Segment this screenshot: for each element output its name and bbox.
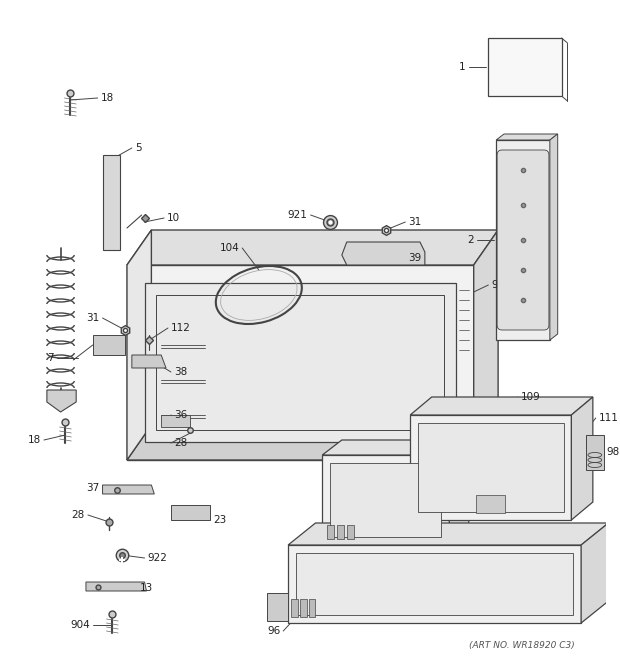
Text: 18: 18 xyxy=(100,93,114,103)
Text: 18: 18 xyxy=(28,435,41,445)
Polygon shape xyxy=(127,265,474,460)
Bar xyxy=(496,140,550,340)
Polygon shape xyxy=(342,242,425,265)
Polygon shape xyxy=(496,134,558,140)
Text: 10: 10 xyxy=(167,213,180,223)
Polygon shape xyxy=(474,230,498,460)
Bar xyxy=(476,495,505,513)
Text: 112: 112 xyxy=(171,323,191,333)
Bar xyxy=(489,38,562,96)
Text: 31: 31 xyxy=(86,313,100,323)
Polygon shape xyxy=(572,397,593,520)
Polygon shape xyxy=(322,440,469,455)
Polygon shape xyxy=(132,355,166,368)
Polygon shape xyxy=(322,455,450,545)
Bar xyxy=(102,155,120,250)
Text: 98: 98 xyxy=(606,447,620,457)
Bar xyxy=(144,283,456,442)
Polygon shape xyxy=(410,397,593,415)
Text: 921: 921 xyxy=(288,210,308,220)
Bar xyxy=(156,295,445,430)
Text: 13: 13 xyxy=(140,583,153,593)
Polygon shape xyxy=(581,523,608,623)
Polygon shape xyxy=(127,425,498,460)
Text: 28: 28 xyxy=(72,510,85,520)
Text: 1: 1 xyxy=(459,62,466,72)
Text: ReplacementParts.com: ReplacementParts.com xyxy=(213,363,392,377)
Text: 111: 111 xyxy=(599,413,619,423)
Polygon shape xyxy=(450,440,469,545)
Text: 96: 96 xyxy=(267,626,280,636)
Text: 104: 104 xyxy=(219,243,239,253)
Bar xyxy=(347,525,353,539)
Polygon shape xyxy=(288,523,608,545)
Text: 904: 904 xyxy=(70,620,90,630)
Text: 37: 37 xyxy=(86,483,100,493)
Bar xyxy=(267,593,288,621)
Text: 28: 28 xyxy=(174,438,187,448)
Text: 38: 38 xyxy=(174,367,187,377)
Bar xyxy=(296,553,574,615)
Text: 36: 36 xyxy=(174,410,187,420)
Bar xyxy=(300,599,307,617)
Bar xyxy=(418,423,564,512)
Text: 39: 39 xyxy=(408,253,422,263)
Polygon shape xyxy=(127,230,151,460)
Text: 5: 5 xyxy=(135,143,141,153)
Text: 922: 922 xyxy=(148,553,167,563)
Text: 109: 109 xyxy=(521,392,540,402)
Polygon shape xyxy=(102,485,154,494)
Polygon shape xyxy=(288,545,581,623)
Polygon shape xyxy=(47,390,76,412)
Text: 900: 900 xyxy=(491,280,511,290)
Text: 2: 2 xyxy=(467,235,474,245)
Bar xyxy=(309,599,316,617)
Bar xyxy=(586,435,604,470)
Text: 110: 110 xyxy=(348,568,368,578)
Text: 113: 113 xyxy=(462,605,482,615)
Bar xyxy=(327,525,334,539)
Bar xyxy=(291,599,298,617)
Text: 7: 7 xyxy=(47,353,54,363)
Text: 31: 31 xyxy=(408,217,422,227)
Bar xyxy=(161,415,190,427)
Bar xyxy=(330,463,441,537)
Polygon shape xyxy=(86,582,146,591)
FancyBboxPatch shape xyxy=(497,150,549,330)
Polygon shape xyxy=(93,335,125,355)
Polygon shape xyxy=(127,230,498,265)
Polygon shape xyxy=(171,505,210,520)
Polygon shape xyxy=(410,415,572,520)
Bar xyxy=(337,525,344,539)
Polygon shape xyxy=(550,134,558,340)
Text: (ART NO. WR18920 C3): (ART NO. WR18920 C3) xyxy=(469,641,574,650)
Text: 23: 23 xyxy=(213,515,226,525)
